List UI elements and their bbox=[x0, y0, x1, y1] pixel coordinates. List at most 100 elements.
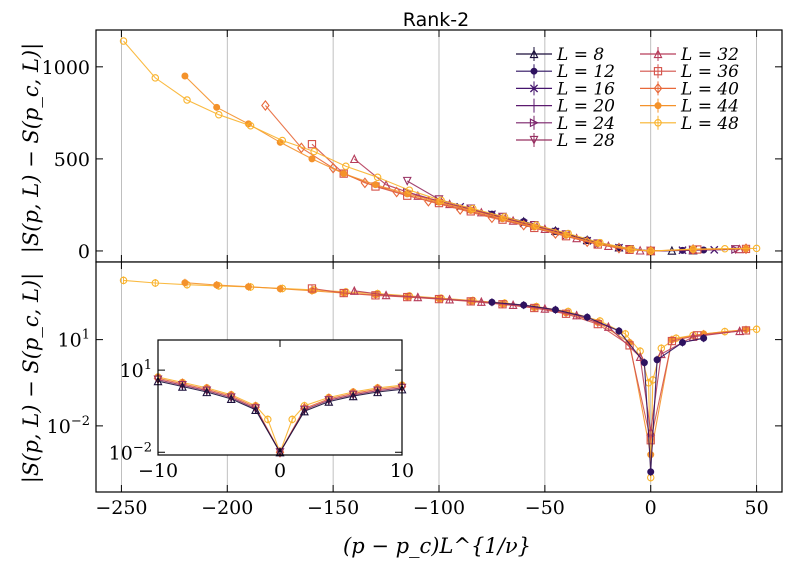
inset-data-point bbox=[324, 396, 334, 406]
inset-data-point bbox=[299, 406, 309, 416]
legend-label: L = 32 bbox=[680, 45, 739, 65]
top-data-point bbox=[183, 96, 191, 104]
bottom-data-point bbox=[371, 291, 380, 300]
top-data-point bbox=[596, 238, 604, 247]
bottom-data-point bbox=[488, 298, 496, 306]
bottom-data-point bbox=[413, 292, 423, 302]
bottom-data-point bbox=[700, 334, 708, 342]
top-data-point bbox=[532, 221, 541, 229]
bottom-data-point bbox=[678, 339, 686, 346]
inset-data-point bbox=[251, 404, 261, 414]
top-data-point bbox=[310, 147, 318, 156]
bottom-y-tick-label: 10−2 bbox=[47, 414, 90, 438]
inset-data-point bbox=[373, 387, 383, 397]
inset-data-point bbox=[348, 391, 358, 401]
bottom-x-tick-label: −100 bbox=[413, 497, 465, 519]
legend-label: L = 8 bbox=[556, 45, 604, 65]
legend-label: L = 24 bbox=[556, 114, 615, 134]
bottom-x-tick-label: −50 bbox=[525, 497, 565, 519]
top-data-point bbox=[373, 173, 382, 182]
top-data-point bbox=[752, 244, 761, 253]
bottom-data-point bbox=[735, 326, 745, 336]
top-data-point bbox=[721, 244, 729, 253]
legend-marker bbox=[529, 49, 539, 59]
bottom-data-point bbox=[646, 436, 655, 445]
inset-y-tick-label: 10−2 bbox=[109, 440, 152, 464]
top-data-point bbox=[151, 74, 160, 82]
inset-data-point bbox=[348, 390, 358, 400]
bottom-data-point bbox=[349, 285, 359, 295]
inset-data-point bbox=[299, 405, 309, 415]
bottom-data-point bbox=[276, 285, 284, 293]
inset-data-point bbox=[373, 386, 383, 396]
top-data-point bbox=[349, 154, 359, 164]
bottom-data-point bbox=[625, 341, 634, 350]
bottom-x-tick-label: 0 bbox=[645, 497, 657, 519]
inset-panel: −10 0 10 101 10−2 bbox=[109, 339, 414, 482]
bottom-data-point bbox=[635, 352, 645, 362]
top-data-point bbox=[564, 229, 572, 238]
top-data-point bbox=[403, 190, 411, 198]
top-data-point bbox=[308, 155, 316, 163]
inset-data-point bbox=[226, 393, 236, 403]
top-data-point bbox=[500, 213, 509, 221]
inset-x-tick-label: 10 bbox=[390, 460, 414, 482]
legend-marker bbox=[654, 102, 662, 110]
top-y-tick-label: 500 bbox=[54, 149, 90, 171]
legend-label: L = 40 bbox=[680, 79, 739, 99]
bottom-data-point bbox=[551, 306, 559, 314]
top-data-point bbox=[627, 245, 636, 253]
top-y-tick-label: 1000 bbox=[42, 57, 90, 79]
inset-plot-area bbox=[158, 340, 402, 455]
top-data-point bbox=[328, 162, 338, 174]
legend-marker bbox=[654, 119, 662, 127]
bottom-data-point bbox=[244, 283, 252, 291]
bottom-x-tick-label: −200 bbox=[201, 497, 253, 519]
top-data-point bbox=[689, 245, 697, 253]
inset-y-tick-label: 101 bbox=[120, 358, 152, 382]
inset-data-point bbox=[202, 386, 212, 396]
bottom-data-point bbox=[653, 356, 661, 364]
legend-marker bbox=[529, 118, 539, 128]
x-axis-label: (p − p_c)L^{1/ν} bbox=[343, 534, 531, 558]
bottom-data-point bbox=[583, 313, 591, 321]
bottom-data-point bbox=[647, 451, 655, 459]
legend-marker bbox=[529, 84, 539, 93]
bottom-data-point bbox=[647, 468, 655, 476]
bottom-data-point bbox=[656, 349, 666, 359]
legend-marker bbox=[653, 82, 663, 94]
bottom-x-tick-label: −250 bbox=[95, 497, 147, 519]
bottom-data-point bbox=[181, 279, 189, 287]
bottom-series-line bbox=[354, 290, 740, 432]
bottom-data-point bbox=[621, 330, 630, 338]
inset-data-point bbox=[226, 394, 236, 404]
inset-data-point bbox=[202, 387, 212, 397]
legend-label: L = 48 bbox=[680, 114, 739, 134]
top-data-point bbox=[469, 204, 477, 213]
top-data-point bbox=[246, 121, 255, 130]
chart-title: Rank-2 bbox=[403, 9, 469, 31]
legend-label: L = 28 bbox=[556, 131, 615, 151]
inset-data-point bbox=[177, 381, 187, 391]
bottom-data-point bbox=[520, 301, 528, 309]
top-data-point bbox=[307, 140, 317, 149]
legend-label: L = 20 bbox=[556, 97, 615, 117]
top-series-line bbox=[123, 40, 757, 252]
legend-label: L = 12 bbox=[556, 62, 615, 82]
top-y-tick-label: 0 bbox=[78, 241, 90, 263]
top-data-point bbox=[342, 162, 350, 171]
top-data-point bbox=[213, 103, 221, 111]
top-data-point bbox=[437, 196, 445, 205]
legend: L = 8L = 12L = 16L = 20L = 24L = 28 L = 3… bbox=[516, 45, 739, 151]
bottom-data-point bbox=[615, 327, 623, 335]
legend-marker bbox=[653, 67, 663, 76]
bottom-data-point bbox=[339, 288, 348, 298]
top-data-point bbox=[405, 186, 414, 194]
legend-label: L = 44 bbox=[680, 97, 739, 117]
inset-data-point bbox=[324, 396, 334, 406]
top-y-axis-label: |S(p, L) − S(p_c, L)| bbox=[19, 43, 44, 253]
top-data-point bbox=[340, 170, 348, 178]
inset-x-tick-label: −10 bbox=[138, 460, 178, 482]
bottom-y-axis-label: |S(p, L) − S(p_c, L)| bbox=[19, 273, 44, 483]
legend-label: L = 36 bbox=[680, 62, 739, 82]
